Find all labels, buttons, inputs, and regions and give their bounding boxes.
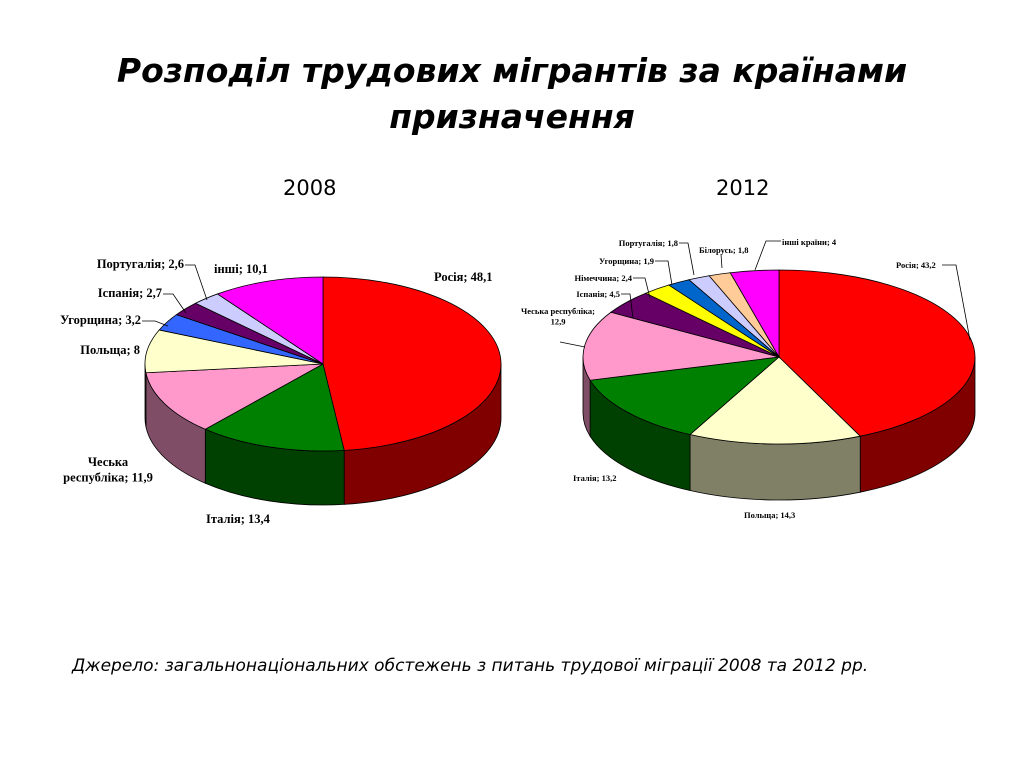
slice-label-4: Іспанія; 4,5	[576, 289, 620, 299]
slice-label-5: Німеччина; 2,4	[574, 273, 632, 283]
pie-slice-2	[589, 356, 781, 435]
leader-line-5	[163, 293, 187, 314]
leader-line-6	[185, 264, 208, 301]
pie-slice-0	[322, 276, 502, 451]
pie-2008: Росія; 48,1 Італія; 13,4 Чеська республіка;…	[60, 257, 502, 526]
leader-line-7	[679, 242, 695, 276]
pie-slice-2	[145, 363, 324, 430]
pie-labels: Росія; 43,2 Польща; 14,3 Італія; 13,2 Чеськ…	[521, 237, 971, 520]
chart-2012-title: 2012	[716, 176, 770, 200]
slice-label-4: Угорщина; 3,2	[60, 313, 141, 327]
pie-slice-3	[144, 329, 324, 374]
pie-slice-7	[216, 276, 324, 365]
leader-line-4	[142, 320, 169, 327]
title-line-2: призначення	[389, 97, 635, 136]
pie-slice-0	[778, 269, 976, 437]
slice-label-3: Чеська республіка; 12,9	[521, 306, 595, 327]
leader-line-5	[633, 277, 651, 299]
slice-label-8: Білорусь; 1,8	[699, 245, 748, 255]
pie-slice-1	[689, 356, 862, 445]
chart-2008-title: 2008	[283, 176, 337, 200]
slice-label-1: Польща; 14,3	[744, 510, 795, 520]
leader-line-4	[621, 293, 634, 319]
pie-slice-9	[729, 269, 780, 359]
pie-slice-3	[582, 311, 780, 381]
leader-line-0	[942, 264, 971, 341]
slice-label-2: Італія; 13,2	[573, 473, 616, 483]
title-line-1: Розподіл трудових мігрантів за країнами	[116, 51, 908, 90]
slice-label-7: інші; 10,1	[214, 262, 268, 276]
pie-tops	[582, 269, 976, 445]
leader-line-3	[559, 341, 586, 348]
slice-label-0: Росія; 43,2	[896, 260, 936, 270]
source-note: Джерело: загальнонаціональних обстежень …	[72, 656, 869, 676]
leader-line-6	[655, 260, 673, 286]
slice-label-5: Іспанія; 2,7	[98, 286, 162, 300]
slice-label-0: Росія; 48,1	[434, 270, 493, 284]
slice-label-3: Польща; 8	[80, 343, 140, 357]
page-title: Розподіл трудових мігрантів за країнами …	[0, 48, 1024, 140]
slice-label-2: Чеська республіка; 11,9	[63, 455, 153, 485]
leader-line-9	[754, 240, 781, 271]
slice-label-6: Угорщина; 1,9	[599, 256, 654, 266]
pie-labels: Росія; 48,1 Італія; 13,4 Чеська республіка;…	[60, 257, 492, 526]
slice-label-7: Португалія; 1,8	[619, 238, 678, 248]
slice-label-9: інші країни; 4	[782, 237, 837, 247]
pie-slice-1	[204, 363, 345, 452]
pie-2012: Росія; 43,2 Польща; 14,3 Італія; 13,2 Чеськ…	[521, 237, 976, 520]
pie-tops	[144, 276, 502, 452]
leader-line-8	[720, 253, 723, 269]
slice-label-6: Португалія; 2,6	[97, 257, 184, 271]
slice-label-1: Італія; 13,4	[206, 512, 271, 526]
